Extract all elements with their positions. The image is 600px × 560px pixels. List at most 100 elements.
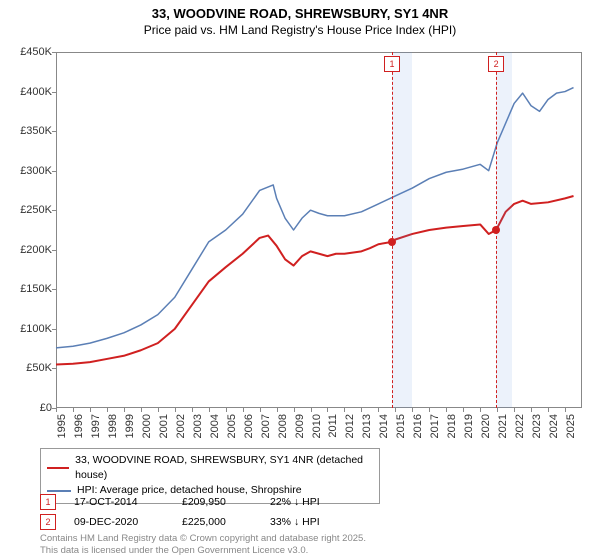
sale-marker-box: 2 (488, 56, 504, 72)
xtick-label: 1997 (90, 414, 102, 438)
xtick-mark (141, 408, 142, 412)
xtick-label: 2001 (158, 414, 170, 438)
sales-table: 1 17-OCT-2014 £209,950 22% ↓ HPI 2 09-DEC-202… (40, 492, 360, 532)
xtick-label: 2020 (480, 414, 492, 438)
shaded-range (392, 52, 412, 408)
xtick-mark (395, 408, 396, 412)
xtick-label: 2019 (463, 414, 475, 438)
ytick-label: £50K (26, 362, 52, 374)
xtick-mark (158, 408, 159, 412)
xtick-label: 2012 (344, 414, 356, 438)
xtick-label: 2000 (141, 414, 153, 438)
xtick-mark (531, 408, 532, 412)
ytick-label: £200K (20, 244, 52, 256)
ytick-label: £300K (20, 165, 52, 177)
xtick-mark (243, 408, 244, 412)
sale-date: 09-DEC-2020 (74, 516, 164, 528)
xtick-mark (73, 408, 74, 412)
xtick-label: 2017 (429, 414, 441, 438)
footer: Contains HM Land Registry data © Crown c… (40, 533, 366, 556)
ytick-mark (52, 52, 56, 53)
xtick-label: 2022 (514, 414, 526, 438)
xtick-mark (90, 408, 91, 412)
xtick-label: 1999 (124, 414, 136, 438)
xtick-mark (463, 408, 464, 412)
sale-row-marker: 1 (40, 494, 56, 510)
xtick-mark (480, 408, 481, 412)
down-arrow-icon: ↓ (294, 516, 299, 528)
ytick-label: £150K (20, 283, 52, 295)
footer-line2: This data is licensed under the Open Gov… (40, 545, 366, 556)
chart-container: 33, WOODVINE ROAD, SHREWSBURY, SY1 4NR P… (0, 0, 600, 560)
ytick-mark (52, 329, 56, 330)
xtick-mark (497, 408, 498, 412)
ytick-label: £450K (20, 46, 52, 58)
sale-row: 1 17-OCT-2014 £209,950 22% ↓ HPI (40, 492, 360, 512)
xtick-mark (294, 408, 295, 412)
title-subtitle: Price paid vs. HM Land Registry's House … (0, 23, 600, 39)
xtick-mark (344, 408, 345, 412)
xtick-label: 2016 (412, 414, 424, 438)
sale-price: £209,950 (182, 496, 252, 508)
footer-line1: Contains HM Land Registry data © Crown c… (40, 533, 366, 544)
xtick-label: 2025 (565, 414, 577, 438)
xtick-mark (277, 408, 278, 412)
xtick-label: 2011 (327, 414, 339, 438)
xtick-label: 2018 (446, 414, 458, 438)
xtick-label: 2024 (548, 414, 560, 438)
xtick-mark (378, 408, 379, 412)
legend-row: 33, WOODVINE ROAD, SHREWSBURY, SY1 4NR (… (47, 453, 373, 483)
sale-vline (392, 52, 393, 408)
ytick-mark (52, 289, 56, 290)
title-address: 33, WOODVINE ROAD, SHREWSBURY, SY1 4NR (0, 6, 600, 23)
xtick-mark (209, 408, 210, 412)
xtick-label: 2008 (277, 414, 289, 438)
xtick-label: 2013 (361, 414, 373, 438)
xtick-label: 2006 (243, 414, 255, 438)
xtick-label: 2005 (226, 414, 238, 438)
sale-date: 17-OCT-2014 (74, 496, 164, 508)
ytick-label: £350K (20, 125, 52, 137)
ytick-label: £100K (20, 323, 52, 335)
ytick-label: £250K (20, 204, 52, 216)
legend-swatch (47, 467, 69, 469)
xtick-label: 2007 (260, 414, 272, 438)
xtick-mark (192, 408, 193, 412)
xtick-mark (175, 408, 176, 412)
ytick-mark (52, 92, 56, 93)
xtick-mark (565, 408, 566, 412)
xtick-label: 2021 (497, 414, 509, 438)
sale-diff: 33% ↓ HPI (270, 516, 360, 528)
ytick-mark (52, 131, 56, 132)
xtick-mark (124, 408, 125, 412)
xtick-mark (548, 408, 549, 412)
xtick-mark (429, 408, 430, 412)
sale-row-marker: 2 (40, 514, 56, 530)
sale-marker-box: 1 (384, 56, 400, 72)
xtick-label: 2015 (395, 414, 407, 438)
xtick-label: 2010 (311, 414, 323, 438)
xtick-label: 1998 (107, 414, 119, 438)
ytick-mark (52, 171, 56, 172)
sale-dot (388, 238, 396, 246)
sale-diff: 22% ↓ HPI (270, 496, 360, 508)
xtick-label: 2002 (175, 414, 187, 438)
ytick-mark (52, 368, 56, 369)
ytick-label: £0 (40, 402, 52, 414)
xtick-mark (56, 408, 57, 412)
xtick-mark (226, 408, 227, 412)
sale-dot (492, 226, 500, 234)
xtick-mark (514, 408, 515, 412)
xtick-mark (327, 408, 328, 412)
xtick-label: 2023 (531, 414, 543, 438)
xtick-label: 2004 (209, 414, 221, 438)
xtick-mark (361, 408, 362, 412)
sale-price: £225,000 (182, 516, 252, 528)
xtick-mark (260, 408, 261, 412)
xtick-mark (412, 408, 413, 412)
xtick-mark (107, 408, 108, 412)
legend-label: 33, WOODVINE ROAD, SHREWSBURY, SY1 4NR (… (75, 453, 373, 483)
chart-area: £0£50K£100K£150K£200K£250K£300K£350K£400… (56, 52, 582, 408)
ytick-mark (52, 210, 56, 211)
xtick-label: 1995 (56, 414, 68, 438)
